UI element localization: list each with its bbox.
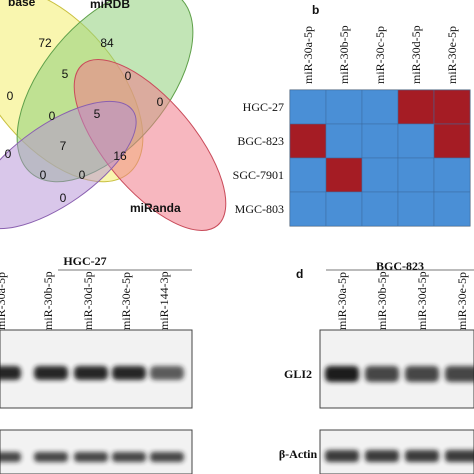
heatmap-cell xyxy=(325,89,363,125)
venn-count: 84 xyxy=(100,36,114,50)
lane-label: miR-30a-5p xyxy=(335,272,349,330)
band xyxy=(150,452,184,462)
row-label: HGC-27 xyxy=(243,100,284,114)
band xyxy=(0,452,21,462)
lane-label: miR-30e-5p xyxy=(119,272,133,330)
set-label: base xyxy=(8,0,36,9)
venn-count: 0 xyxy=(79,168,86,182)
band xyxy=(74,366,108,380)
heatmap-cell xyxy=(289,157,327,193)
heatmap-cell xyxy=(289,123,327,159)
heatmap-cell xyxy=(397,191,435,227)
heatmap-cell xyxy=(289,191,327,227)
lane-label: miR-144-3p xyxy=(157,271,171,330)
blot-title: BGC-823 xyxy=(376,259,424,273)
band xyxy=(445,450,474,462)
heatmap-cell xyxy=(433,123,471,159)
heatmap-cell xyxy=(397,89,435,125)
band xyxy=(0,366,21,380)
panel-label: d xyxy=(296,267,303,281)
venn-set xyxy=(0,100,137,230)
band xyxy=(405,366,439,382)
band xyxy=(150,366,184,380)
heatmap-cell xyxy=(361,89,399,125)
band xyxy=(365,450,399,462)
band xyxy=(445,366,474,382)
band xyxy=(112,366,146,380)
heatmap-cell xyxy=(325,191,363,227)
band xyxy=(365,366,399,382)
column-label: miR-30c-5p xyxy=(373,26,387,84)
heatmap-cell xyxy=(289,89,327,125)
lane-label: miR-30e-5p xyxy=(455,272,469,330)
set-label: miRDB xyxy=(90,0,130,11)
lane-label: miR-30d-5p xyxy=(81,271,95,330)
venn-count: 0 xyxy=(7,89,14,103)
lane-label: miR-30d-5p xyxy=(415,271,429,330)
band xyxy=(112,452,146,462)
band xyxy=(405,450,439,462)
venn-count: 0 xyxy=(125,69,132,83)
heatmap-cell xyxy=(361,123,399,159)
venn-count: 16 xyxy=(113,149,127,163)
venn-count: 0 xyxy=(5,147,12,161)
heatmap-cell xyxy=(361,157,399,193)
venn-count: 5 xyxy=(94,107,101,121)
band xyxy=(325,366,359,382)
venn-count: 7 xyxy=(60,139,67,153)
column-label: miR-30a-5p xyxy=(301,26,315,84)
band xyxy=(34,366,68,380)
band xyxy=(34,452,68,462)
panel-label: b xyxy=(312,3,319,17)
venn-count: 72 xyxy=(38,36,52,50)
row-label: SGC-7901 xyxy=(233,168,284,182)
venn-count: 0 xyxy=(49,109,56,123)
column-label: miR-30b-5p xyxy=(337,25,351,84)
heatmap-cell xyxy=(397,123,435,159)
lane-label: miR-30a-5p xyxy=(0,272,8,330)
set-label: miRanda xyxy=(130,201,181,215)
row-label: β-Actin xyxy=(279,447,318,461)
heatmap-cell xyxy=(361,191,399,227)
heatmap-cell xyxy=(397,157,435,193)
heatmap-cell xyxy=(325,123,363,159)
column-label: miR-30e-5p xyxy=(445,26,459,84)
venn-count: 0 xyxy=(157,95,164,109)
band xyxy=(325,450,359,462)
lane-label: miR-30b-5p xyxy=(41,271,55,330)
blot-title: HGC-27 xyxy=(63,254,106,268)
lane-label: miR-30b-5p xyxy=(375,271,389,330)
row-label: MGC-803 xyxy=(235,202,284,216)
column-label: miR-30d-5p xyxy=(409,25,423,84)
row-label: GLI2 xyxy=(284,367,312,381)
venn-count: 5 xyxy=(62,67,69,81)
heatmap-cell xyxy=(433,191,471,227)
heatmap-cell xyxy=(433,89,471,125)
heatmap-cell xyxy=(433,157,471,193)
row-label: BGC-823 xyxy=(237,134,284,148)
venn-count: 0 xyxy=(60,191,67,205)
venn-count: 0 xyxy=(40,168,47,182)
band xyxy=(74,452,108,462)
heatmap-cell xyxy=(325,157,363,193)
venn-diagram xyxy=(0,0,227,231)
